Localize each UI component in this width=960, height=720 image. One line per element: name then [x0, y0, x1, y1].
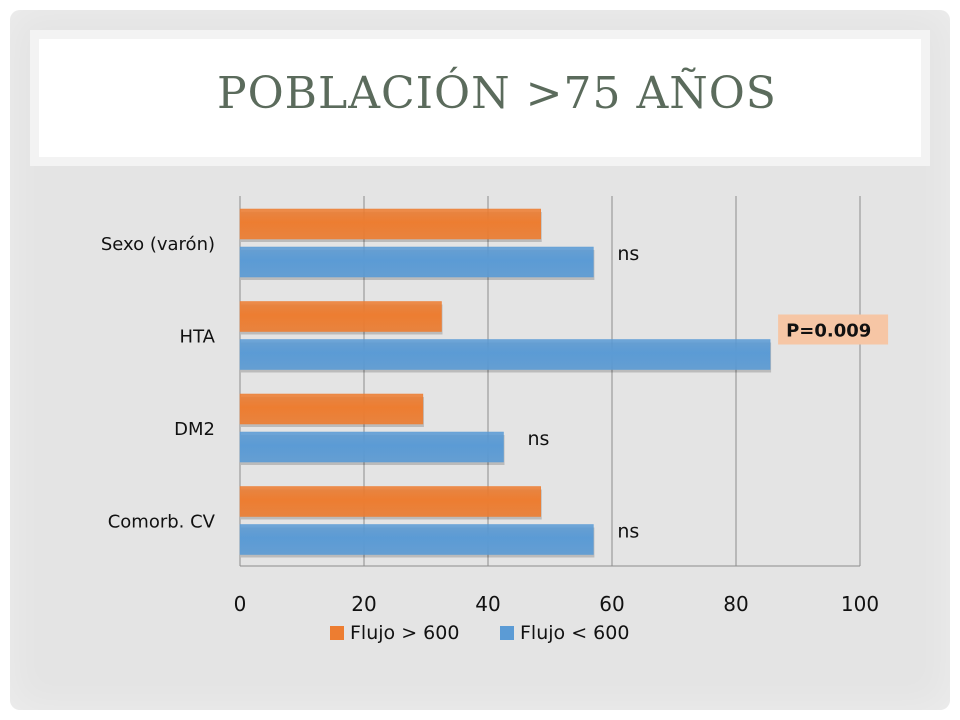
x-tick-label: 40 [475, 592, 500, 616]
bar-flujo-600 [239, 393, 424, 425]
category-label: HTA [180, 327, 216, 348]
bar-flujo-600 [239, 486, 541, 517]
legend-swatch [330, 626, 344, 640]
bar-flujo-600 [239, 301, 442, 332]
category-label: Comorb. CV [108, 512, 216, 533]
bar-flujo-600 [239, 246, 594, 278]
category-label: Sexo (varón) [101, 234, 215, 255]
labels: 0 20 40 60 80 100 Sexo (varón) HTA DM2 Comorb. CV… [101, 234, 889, 644]
bar-flujo-600 [239, 339, 771, 370]
significance-label: ns [528, 428, 550, 450]
category-label: DM2 [174, 419, 215, 440]
x-tick-label: 80 [723, 592, 748, 616]
bar-flujo-600 [239, 524, 594, 555]
x-tick-label: 60 [599, 592, 624, 616]
title-frame [30, 30, 930, 166]
x-tick-label: 20 [351, 592, 376, 616]
x-tick-label: 0 [234, 592, 247, 616]
p-value-box [778, 314, 889, 345]
significance-label: ns [617, 521, 639, 543]
bar-flujo-600 [239, 431, 504, 463]
legend-label: Flujo < 600 [520, 622, 629, 644]
slide-title: POBLACIÓN >75 AÑOS [217, 68, 777, 119]
p-value-label: P=0.009 [786, 321, 871, 342]
x-tick-label: 100 [841, 592, 879, 616]
legend-label: Flujo > 600 [350, 622, 459, 644]
title-panel [39, 39, 921, 157]
bars [239, 208, 772, 558]
bar-flujo-600 [239, 208, 541, 240]
legend-swatch [500, 626, 514, 640]
significance-label: ns [617, 243, 639, 265]
